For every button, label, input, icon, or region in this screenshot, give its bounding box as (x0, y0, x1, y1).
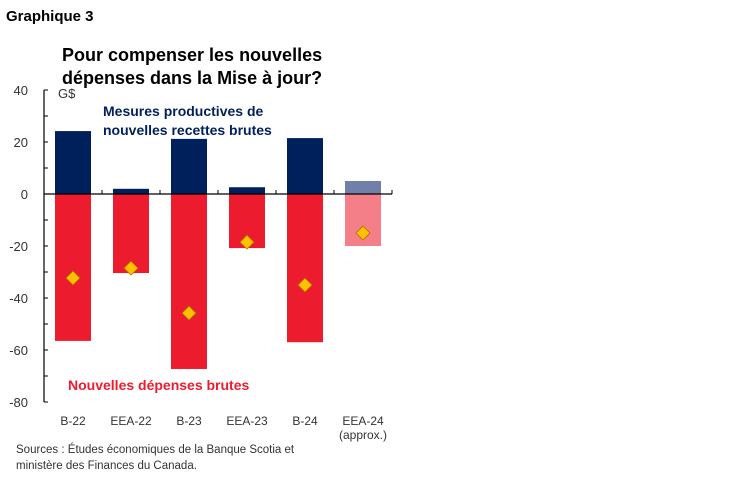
revenue-bar (287, 138, 323, 194)
y-tick-label: 40 (14, 83, 28, 98)
x-tick-label: EEA-24 (342, 414, 384, 428)
x-tick-label: B-23 (176, 414, 202, 428)
y-tick-label: 0 (21, 187, 28, 202)
y-tick-label: -40 (9, 291, 28, 306)
spending-bar (171, 194, 207, 369)
revenue-bar (113, 188, 149, 194)
revenue-bar (345, 181, 381, 194)
y-tick-label: -60 (9, 343, 28, 358)
revenue-bar (171, 138, 207, 194)
legend-revenue-line2: nouvelles recettes brutes (103, 122, 272, 138)
y-tick-label: -80 (9, 395, 28, 410)
chart-title-line2: dépenses dans la Mise à jour? (62, 68, 322, 88)
net-marker (123, 260, 139, 276)
x-tick-label: B-22 (60, 414, 86, 428)
chart-title-line1: Pour compenser les nouvelles (62, 45, 322, 65)
spending-bar (287, 194, 323, 343)
legend-revenue-line1: Mesures productives de (103, 103, 263, 119)
legend-spending: Nouvelles dépenses brutes (68, 377, 250, 393)
revenue-bar (229, 187, 265, 194)
y-tick-label: -20 (9, 239, 28, 254)
x-tick-label: (approx.) (339, 428, 387, 442)
source-line2: ministère des Finances du Canada. (16, 460, 197, 472)
net-marker (297, 277, 313, 293)
spending-bar (113, 194, 149, 274)
net-marker (181, 305, 197, 321)
net-marker (355, 225, 371, 241)
revenue-bar (55, 131, 91, 194)
x-tick-label: EEA-22 (110, 414, 152, 428)
net-marker (65, 270, 81, 286)
x-tick-label: EEA-23 (226, 414, 268, 428)
source-line1: Sources : Études économiques de la Banqu… (16, 443, 295, 456)
unit-label: G$ (58, 86, 76, 101)
spending-bar (55, 194, 91, 341)
y-tick-label: 20 (14, 135, 28, 150)
x-tick-label: B-24 (292, 414, 318, 428)
net-marker (239, 234, 255, 250)
chart-label: Graphique 3 (6, 8, 94, 25)
